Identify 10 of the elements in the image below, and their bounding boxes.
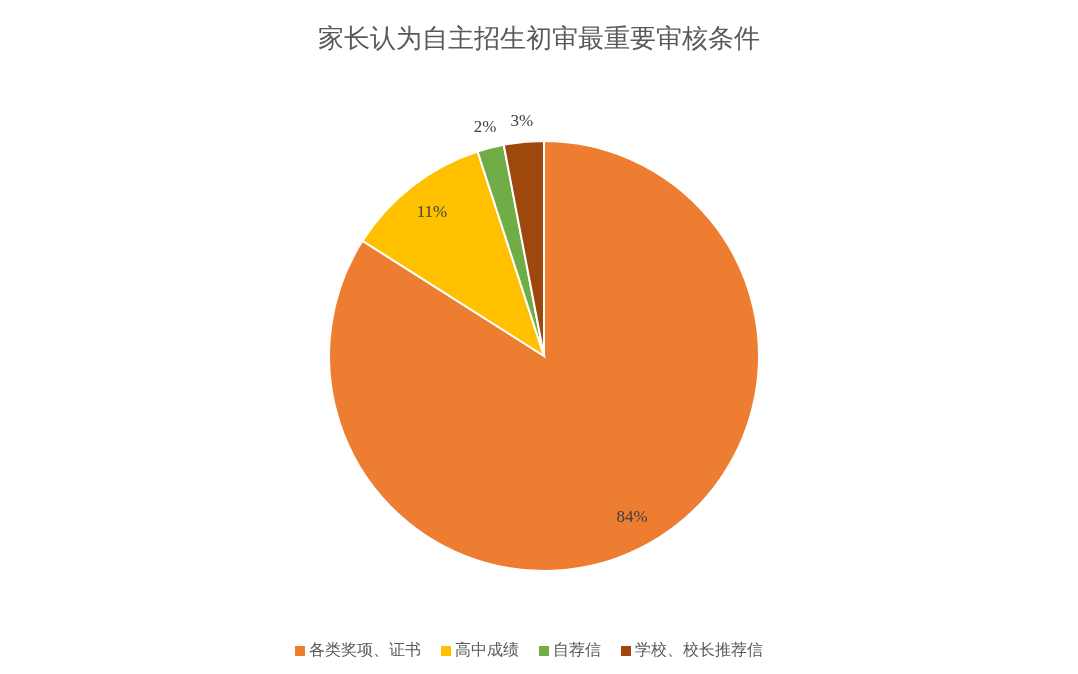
legend-label: 学校、校长推荐信 bbox=[635, 640, 763, 659]
legend-label: 高中成绩 bbox=[455, 640, 519, 659]
data-label: 11% bbox=[416, 202, 448, 222]
data-label: 3% bbox=[510, 111, 534, 131]
data-label: 84% bbox=[616, 506, 648, 526]
legend-label: 自荐信 bbox=[553, 640, 601, 659]
data-label: 2% bbox=[473, 117, 497, 137]
pie-slice bbox=[328, 140, 760, 572]
chart-title: 家长认为自主招生初审最重要审核条件 bbox=[317, 21, 761, 55]
legend-label: 各类奖项、证书 bbox=[309, 640, 421, 659]
